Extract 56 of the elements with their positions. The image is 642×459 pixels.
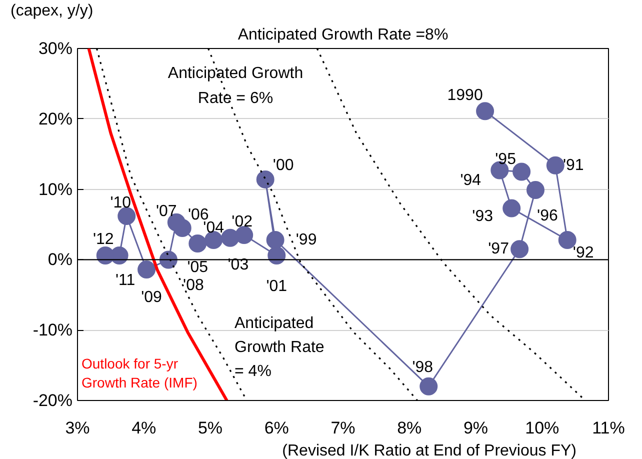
point (268, 246, 286, 264)
x-tick-label: 10% (525, 418, 560, 438)
annotation: '05 (187, 259, 208, 276)
annotation: '96 (537, 208, 558, 225)
annotation: 1990 (447, 87, 483, 104)
x-tick-label: 7% (330, 418, 356, 438)
x-tick-label: 4% (132, 418, 156, 438)
annotation: '98 (412, 358, 434, 376)
point (256, 170, 274, 188)
annotation: '02 (232, 214, 253, 231)
annotation: '12 (92, 230, 114, 248)
point (502, 199, 521, 218)
x-tick-label: 8% (397, 418, 422, 438)
annotation: '08 (183, 277, 204, 294)
annotation: '92 (572, 244, 594, 262)
point (188, 234, 207, 252)
annotation: '99 (296, 231, 317, 248)
annotation: '11 (115, 272, 136, 289)
annotation: '95 (495, 151, 516, 168)
point (512, 162, 531, 181)
point (526, 181, 544, 199)
point (510, 240, 529, 258)
annotation: '97 (488, 240, 510, 258)
point (266, 231, 284, 249)
annotation: '07 (156, 202, 177, 220)
annotation: '00 (272, 156, 294, 174)
y-tick-label: -20% (32, 391, 72, 410)
series-label: Anticipated Growth Rate =8% (238, 26, 448, 44)
annotation: '01 (266, 278, 288, 295)
y-tick-label: 30% (38, 39, 73, 58)
annotation: '93 (472, 208, 494, 225)
annotation: '09 (141, 289, 162, 306)
x-tick-label: 11% (592, 418, 625, 438)
point (138, 260, 156, 279)
series-label: Anticipated Growth Rate = 4% (234, 315, 324, 380)
annotation: '04 (203, 219, 224, 236)
point (420, 377, 438, 396)
y-tick-label: -10% (32, 320, 72, 340)
annotation: '94 (460, 172, 482, 189)
series-label: Outlook for 5-yr Growth Rate (IMF) (82, 356, 198, 390)
annotation: '10 (110, 194, 132, 212)
series-label: Anticipated Growth Rate = 6% (168, 65, 304, 107)
annotation: '91 (562, 156, 584, 174)
point (118, 207, 136, 226)
y-tick-label: 0% (48, 250, 73, 270)
x-tick-label: 3% (65, 418, 90, 438)
x-tick-label: 9% (463, 418, 488, 438)
y-tick-label: 20% (38, 109, 73, 128)
point (476, 102, 494, 120)
x-tick-label: 6% (264, 418, 289, 438)
x-tick-label: 5% (198, 418, 223, 438)
y-tick-label: 10% (38, 180, 73, 199)
point (546, 156, 564, 174)
x-axis-title: (Revised I/K Ratio at End of Previous FY) (282, 442, 576, 459)
point (96, 246, 114, 264)
y-axis-title: (capex, y/y) (10, 2, 94, 20)
